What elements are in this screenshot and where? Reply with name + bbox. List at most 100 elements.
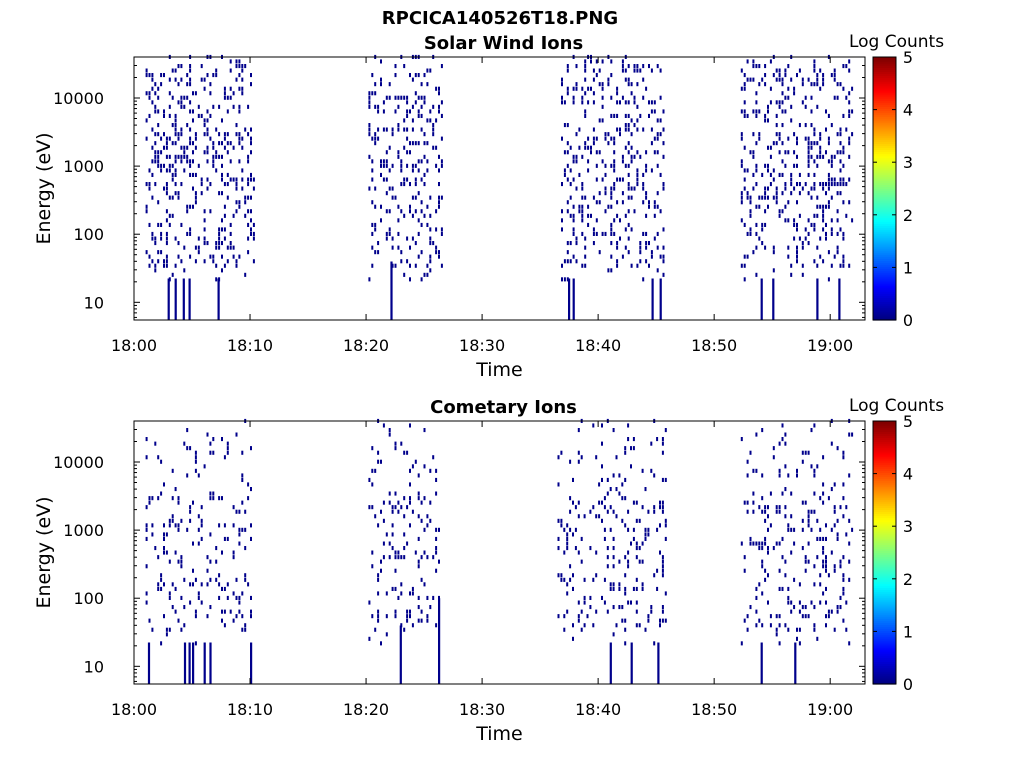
x-tick-label: 18:50: [691, 336, 737, 355]
colorbar-step: [873, 178, 896, 181]
count-pixel: [186, 145, 189, 150]
count-pixel: [252, 177, 255, 182]
count-pixel: [624, 127, 627, 132]
count-pixel: [394, 441, 397, 446]
count-pixel: [206, 73, 209, 78]
count-pixel: [371, 550, 374, 555]
count-pixel: [822, 209, 825, 214]
count-pixel: [798, 600, 801, 605]
count-pixel: [247, 482, 250, 487]
count-pixel: [572, 154, 575, 159]
count-pixel: [569, 213, 572, 218]
colorbar-step: [873, 194, 896, 198]
count-pixel: [409, 591, 411, 596]
count-pixel: [394, 109, 397, 114]
count-pixel: [813, 172, 816, 177]
count-pixel: [755, 222, 758, 227]
count-pixel: [414, 195, 417, 200]
count-pixel: [417, 73, 420, 78]
count-pixel: [368, 154, 371, 159]
count-pixel: [645, 241, 648, 246]
count-pixel: [374, 250, 377, 255]
colorbar-step: [873, 618, 896, 621]
count-pixel: [761, 473, 764, 478]
count-pixel: [377, 127, 380, 132]
count-pixel: [632, 586, 635, 591]
count-column: [250, 642, 253, 684]
colorbar-step: [873, 610, 896, 613]
count-pixel: [177, 132, 180, 137]
count-pixel: [221, 254, 223, 259]
count-pixel: [587, 145, 590, 150]
count-pixel: [371, 168, 374, 173]
count-pixel: [813, 582, 816, 587]
count-pixel: [616, 263, 619, 268]
count-pixel: [796, 200, 798, 205]
colorbar-step: [873, 647, 896, 650]
count-pixel: [842, 496, 845, 501]
count-pixel: [394, 505, 397, 510]
count-pixel: [798, 172, 801, 177]
colorbar-step: [873, 632, 896, 636]
count-pixel: [801, 263, 804, 268]
count-pixel: [388, 500, 391, 505]
count-pixel: [810, 141, 813, 146]
count-pixel: [656, 586, 659, 591]
count-pixel: [212, 259, 215, 264]
count-pixel: [391, 509, 394, 514]
count-pixel: [775, 505, 778, 510]
count-pixel: [209, 441, 212, 446]
count-pixel: [429, 259, 432, 264]
count-pixel: [171, 272, 174, 277]
count-pixel: [848, 577, 851, 582]
count-pixel: [400, 159, 403, 164]
count-pixel: [584, 254, 587, 259]
count-pixel: [587, 86, 590, 91]
count-pixel: [423, 582, 426, 587]
count-pixel: [165, 141, 168, 146]
colorbar-step: [873, 474, 896, 478]
count-pixel: [380, 204, 382, 209]
count-pixel: [767, 104, 769, 109]
count-pixel: [226, 95, 229, 100]
count-pixel: [388, 186, 391, 191]
count-pixel: [807, 191, 810, 196]
count-pixel: [151, 86, 154, 91]
count-pixel: [743, 168, 746, 173]
count-pixel: [616, 200, 619, 205]
count-pixel: [610, 186, 613, 191]
count-pixel: [577, 614, 580, 619]
count-pixel: [180, 222, 183, 227]
colorbar-step: [873, 460, 896, 463]
count-pixel: [790, 77, 793, 82]
count-pixel: [241, 186, 244, 191]
count-pixel: [848, 559, 851, 564]
count-pixel: [429, 118, 432, 123]
count-pixel: [842, 177, 845, 182]
count-pixel: [839, 159, 842, 164]
count-pixel: [781, 109, 784, 114]
colorbar-step: [873, 607, 896, 611]
count-column: [438, 598, 441, 684]
count-pixel: [842, 182, 845, 187]
count-pixel: [740, 86, 743, 91]
count-pixel: [775, 632, 778, 637]
count-pixel: [642, 277, 645, 282]
count-pixel: [621, 191, 624, 196]
count-pixel: [189, 172, 192, 177]
count-pixel: [186, 209, 189, 214]
colorbar-step: [873, 562, 896, 566]
count-pixel: [238, 200, 241, 205]
count-pixel: [810, 527, 813, 532]
count-pixel: [833, 568, 836, 573]
colorbar-step: [873, 595, 896, 599]
count-pixel: [218, 191, 221, 196]
count-pixel: [223, 213, 226, 218]
count-pixel: [778, 68, 781, 73]
count-pixel: [417, 559, 420, 564]
count-pixel: [592, 100, 595, 105]
count-pixel: [636, 118, 639, 123]
colorbar-step: [873, 260, 896, 264]
count-pixel: [368, 186, 371, 191]
count-pixel: [830, 218, 833, 223]
